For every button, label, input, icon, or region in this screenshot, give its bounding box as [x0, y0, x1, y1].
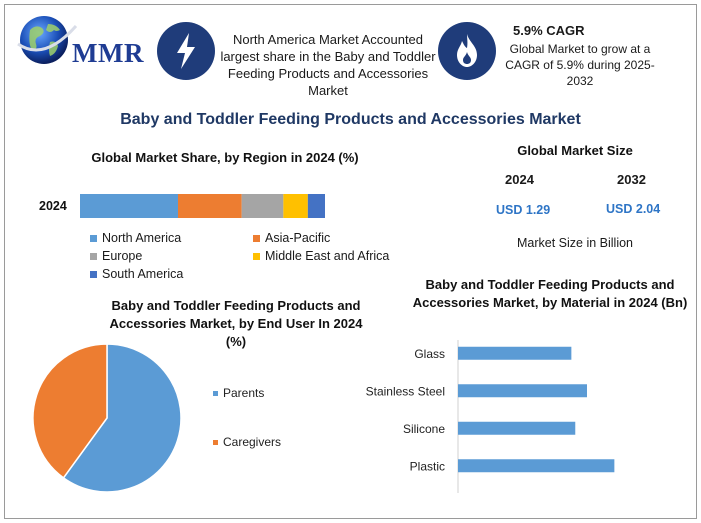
region-bar-segment-europe: [241, 194, 284, 218]
market-size-note: Market Size in Billion: [516, 236, 633, 250]
material-bar-glass: [458, 346, 572, 360]
material-tick-label-plastic: Plastic: [410, 459, 445, 473]
legend-swatch: [90, 252, 97, 260]
legend-label: South America: [102, 267, 184, 281]
material-bar-stainless-steel: [458, 384, 587, 398]
pie-legend-swatch-parents: [213, 391, 218, 396]
region-chart-title: Global Market Share, by Region in 2024 (…: [91, 150, 359, 165]
material-tick-label-silicone: Silicone: [403, 422, 445, 436]
legend-swatch: [253, 234, 260, 242]
region-bar-category-label: 2024: [39, 199, 67, 213]
region-bar-segment-south-america: [307, 194, 325, 218]
region-legend-item-asia-pacific: Asia-Pacific: [253, 231, 330, 245]
mmr-logo: MMR: [14, 10, 144, 70]
market-size-year-2024: 2024: [505, 172, 534, 187]
cagr-title: 5.9% CAGR: [513, 23, 585, 38]
region-legend-item-europe: Europe: [90, 249, 142, 263]
legend-label: Middle East and Africa: [265, 249, 390, 263]
region-stacked-bar-chart: 2024: [39, 194, 325, 218]
lightning-icon: [157, 22, 215, 80]
legend-swatch: [253, 252, 260, 260]
region-bar-segment-north-america: [80, 194, 178, 218]
market-size-year-2032: 2032: [617, 172, 646, 187]
region-legend-item-north-america: North America: [90, 231, 181, 245]
region-legend-item-south-america: South America: [90, 267, 183, 281]
material-bar-chart: Glass Stainless Steel Silicone Plastic: [366, 340, 615, 493]
pie-legend-swatch-caregivers: [213, 440, 218, 445]
main-title: Baby and Toddler Feeding Products and Ac…: [120, 111, 581, 128]
market-size-title: Global Market Size: [517, 143, 633, 158]
legend-label: Asia-Pacific: [265, 231, 331, 245]
material-tick-label-glass: Glass: [414, 347, 445, 361]
flame-icon: [438, 22, 496, 80]
material-chart-title: Baby and Toddler Feeding Products and Ac…: [412, 277, 688, 310]
legend-swatch: [90, 270, 97, 278]
cagr-description: Global Market to grow at a CAGR of 5.9% …: [505, 42, 655, 88]
north-america-share-text: North America Market Accounted largest s…: [220, 32, 436, 98]
material-tick-label-stainless-steel: Stainless Steel: [366, 384, 445, 398]
pie-slice-parents: [62, 343, 182, 493]
legend-label: North America: [102, 231, 182, 245]
market-size-value-2024: USD 1.29: [496, 203, 551, 217]
region-bar-segment-middle-east-and-africa: [283, 194, 308, 218]
material-bar-plastic: [458, 459, 615, 473]
legend-label: Europe: [102, 249, 143, 263]
material-bar-silicone: [458, 421, 576, 435]
logo-text: MMR: [72, 38, 144, 68]
pie-legend-label-parents: Parents: [223, 386, 264, 400]
pie-legend-label-caregivers: Caregivers: [223, 435, 281, 449]
globe-icon: [17, 16, 78, 64]
region-bar-segment-asia-pacific: [178, 194, 242, 218]
market-size-value-2032: USD 2.04: [606, 202, 661, 216]
end-user-pie-chart: Parents Caregivers: [32, 343, 281, 493]
region-legend-item-middle-east-and-africa: Middle East and Africa: [253, 249, 389, 263]
pie-slice-caregivers: [32, 343, 108, 479]
end-user-chart-title: Baby and Toddler Feeding Products and Ac…: [109, 298, 363, 349]
legend-swatch: [90, 234, 97, 242]
